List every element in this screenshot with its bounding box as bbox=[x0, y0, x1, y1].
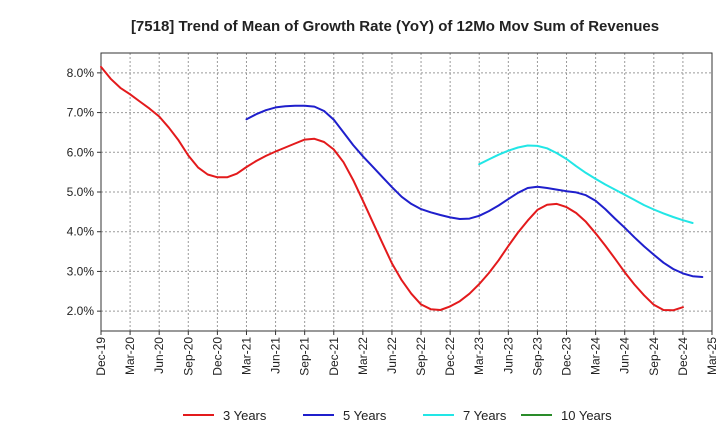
x-tick-label: Dec-21 bbox=[327, 337, 341, 376]
x-tick-label: Jun-24 bbox=[618, 337, 632, 374]
x-tick-label: Sep-24 bbox=[647, 337, 661, 376]
legend-label: 7 Years bbox=[463, 408, 507, 423]
legend-label: 3 Years bbox=[223, 408, 267, 423]
x-tick-label: Dec-24 bbox=[676, 337, 690, 376]
series-line-3-years bbox=[100, 65, 684, 312]
y-tick-label: 4.0% bbox=[67, 225, 95, 239]
x-tick-label: Jun-23 bbox=[501, 337, 515, 374]
x-tick-label: Mar-25 bbox=[705, 337, 719, 375]
x-tick-label: Sep-20 bbox=[181, 337, 195, 376]
x-tick-label: Jun-22 bbox=[385, 337, 399, 374]
x-tick-label: Mar-20 bbox=[123, 337, 137, 375]
x-tick-label: Sep-21 bbox=[298, 337, 312, 376]
x-tick-label: Mar-22 bbox=[356, 337, 370, 375]
x-axis-ticks: Dec-19 Mar-20 Jun-20 Sep-20 Dec-20 Mar-21 Jun-… bbox=[94, 331, 719, 376]
x-tick-label: Jun-20 bbox=[152, 337, 166, 374]
series-lines bbox=[100, 65, 704, 312]
chart-title: [7518] Trend of Mean of Growth Rate (YoY… bbox=[131, 18, 659, 35]
x-tick-label: Dec-20 bbox=[210, 337, 224, 376]
series-line-5-years bbox=[245, 104, 704, 278]
x-tick-label: Mar-23 bbox=[472, 337, 486, 375]
y-tick-label: 5.0% bbox=[67, 185, 95, 199]
legend: 3 Years 5 Years 7 Years 10 Years bbox=[183, 408, 612, 423]
x-tick-label: Dec-22 bbox=[443, 337, 457, 376]
x-tick-label: Jun-21 bbox=[269, 337, 283, 374]
legend-label: 10 Years bbox=[561, 408, 612, 423]
legend-label: 5 Years bbox=[343, 408, 387, 423]
y-tick-label: 2.0% bbox=[67, 304, 95, 318]
x-tick-label: Sep-23 bbox=[530, 337, 544, 376]
series-line-7-years bbox=[478, 144, 694, 224]
y-tick-label: 7.0% bbox=[67, 106, 95, 120]
x-tick-label: Mar-21 bbox=[239, 337, 253, 375]
y-tick-label: 3.0% bbox=[67, 264, 95, 278]
y-tick-label: 8.0% bbox=[67, 66, 95, 80]
y-axis-ticks: 2.0% 3.0% 4.0% 5.0% 6.0% 7.0% 8.0% bbox=[67, 66, 101, 318]
y-tick-label: 6.0% bbox=[67, 145, 95, 159]
grid-lines bbox=[101, 53, 712, 331]
x-tick-label: Mar-24 bbox=[589, 337, 603, 375]
x-tick-label: Dec-19 bbox=[94, 337, 108, 376]
x-tick-label: Dec-23 bbox=[560, 337, 574, 376]
x-tick-label: Sep-22 bbox=[414, 337, 428, 376]
